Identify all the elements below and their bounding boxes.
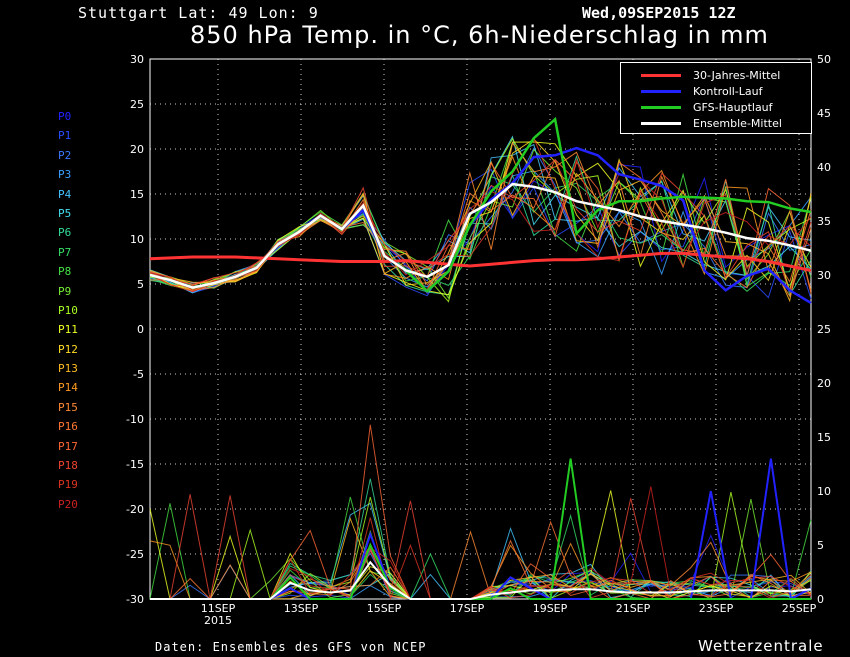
member-label-p14: P14 [58,381,78,395]
left-tick-label: 20 [130,143,144,156]
ensemble-member-list: P0 P1 P2 P3 P4 P5 P6 P7 P8 P9 P10 P11 P12 P13 P14 P15 P1… [58,110,78,517]
member-label-p13: P13 [58,362,78,376]
member-label-p18: P18 [58,459,78,473]
right-tick-label: 40 [817,161,831,174]
legend-item-gfs-main: GFS-Hauptlauf [621,101,811,117]
data-source-note: Daten: Ensembles des GFS von NCEP [155,640,427,654]
left-tick-label: -5 [133,368,144,381]
left-tick-label: -30 [126,593,144,606]
right-tick-label: 0 [817,593,824,606]
member-label-p8: P8 [58,265,72,279]
right-tick-label: 15 [817,431,831,444]
right-tick-label: 5 [817,539,824,552]
member-label-p0: P0 [58,110,72,123]
legend-swatch [641,122,681,125]
member-label-p17: P17 [58,439,78,453]
brand-label: Wetterzentrale [698,637,824,655]
left-tick-label: 10 [130,233,144,246]
legend-label: Ensemble-Mittel [693,117,782,130]
member-label-p19: P19 [58,478,78,492]
legend-label: Kontroll-Lauf [693,85,763,98]
member-temp-line-p19 [149,136,812,293]
right-tick-label: 35 [817,215,831,228]
x-tick-label: 23SEP [699,602,734,615]
main-series-lines [149,116,812,601]
member-label-p15: P15 [58,400,78,414]
x-tick-label: 11SEP [201,602,236,615]
member-label-p2: P2 [58,148,72,162]
right-tick-label: 10 [817,485,831,498]
legend: 30-Jahres-Mittel Kontroll-Lauf GFS-Haupt… [620,62,812,134]
left-tick-label: -15 [126,458,144,471]
legend-swatch [641,90,681,93]
legend-item-climatology: 30-Jahres-Mittel [621,69,811,85]
member-label-p11: P11 [58,323,78,337]
x-tick-label: 15SEP [367,602,402,615]
right-tick-label: 20 [817,377,831,390]
x-tick-label: 17SEP [450,602,485,615]
run-time-label: Wed,09SEP2015 12Z [582,4,736,22]
x-tick-label: 19SEP [533,602,568,615]
legend-item-ensemble-mean: Ensemble-Mittel [621,117,811,133]
x-tick-label: 21SEP [616,602,651,615]
left-tick-label: -25 [126,548,144,561]
x-tick-label: 25SEP [782,602,817,615]
left-tick-label: 5 [137,278,144,291]
member-label-p7: P7 [58,245,72,259]
legend-label: 30-Jahres-Mittel [693,69,781,82]
temp-line-ensemble-mean [149,182,812,289]
x-tick-label: 13SEP [284,602,319,615]
chart-title: 850 hPa Temp. in °C, 6h-Niederschlag in … [190,21,769,49]
member-label-p12: P12 [58,342,78,356]
left-tick-label: 30 [130,53,144,66]
member-label-p16: P16 [58,420,78,434]
member-label-p20: P20 [58,497,78,511]
member-label-p6: P6 [58,226,72,240]
member-label-p9: P9 [58,284,72,298]
left-tick-label: 25 [130,98,144,111]
legend-swatch [641,74,681,77]
right-tick-label: 50 [817,53,831,66]
left-tick-label: 15 [130,188,144,201]
member-label-p10: P10 [58,303,78,317]
right-tick-label: 45 [817,107,831,120]
member-label-p5: P5 [58,206,72,220]
left-tick-label: -10 [126,413,144,426]
legend-swatch [641,106,681,109]
left-axis-ticks: 30 25 20 15 10 5 0 -5 -10 -15 -20 -25 -30 [126,53,144,606]
station-label: Stuttgart Lat: 49 Lon: 9 [78,4,319,22]
x-axis-ticks: 11SEP 13SEP 15SEP 17SEP 19SEP 21SEP 23SEP 25SEP… [201,602,817,627]
member-label-p3: P3 [58,168,72,182]
member-label-p4: P4 [58,187,72,201]
left-tick-label: -20 [126,503,144,516]
right-tick-label: 30 [817,269,831,282]
legend-label: GFS-Hauptlauf [693,101,773,114]
left-tick-label: 0 [137,323,144,336]
x-tick-year-label: 2015 [204,614,232,627]
precip-line-ensemble-mean [150,560,812,600]
member-label-p1: P1 [58,129,72,143]
right-tick-label: 25 [817,323,831,336]
legend-item-control: Kontroll-Lauf [621,85,811,101]
